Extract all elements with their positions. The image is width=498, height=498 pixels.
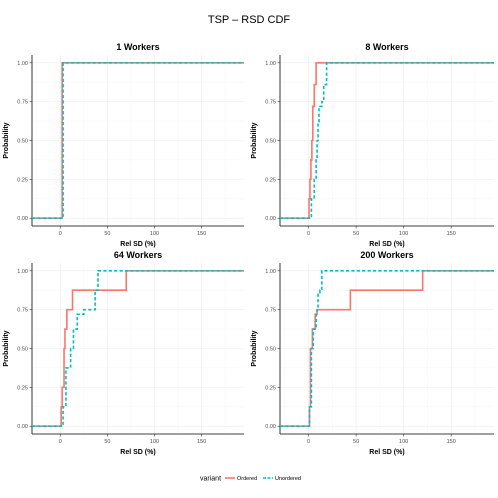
panel-title: 200 Workers: [360, 250, 413, 260]
y-tick-label: 0.50: [17, 347, 28, 353]
x-tick-label: 0: [307, 439, 310, 445]
x-tick-label: 0: [59, 439, 62, 445]
facet-panel: 0 50 100 150 0.00 0.25 0.50 0.75 1.00 1 Workers Re…: [3, 42, 244, 248]
y-tick-label: 1.00: [265, 61, 276, 67]
facet-panels: 0 50 100 150 0.00 0.25 0.50 0.75 1.00 1 Workers Re…: [3, 42, 494, 456]
y-tick-label: 1.00: [265, 269, 276, 275]
series-line-unordered: [280, 61, 494, 220]
legend: variant Ordered Unordered: [200, 476, 301, 483]
y-axis-label: Probability: [251, 330, 258, 366]
series-line-ordered: [32, 269, 244, 428]
x-tick-label: 100: [399, 439, 408, 445]
x-tick-label: 150: [197, 231, 206, 237]
x-tick-label: 150: [447, 439, 456, 445]
y-axis-label: Probability: [251, 122, 258, 158]
y-tick-label: 0.75: [17, 308, 28, 314]
panel-title: 64 Workers: [114, 250, 162, 260]
x-tick-label: 150: [447, 231, 456, 237]
series-line-unordered: [32, 61, 244, 220]
facet-panel: 0 50 100 150 0.00 0.25 0.50 0.75 1.00 8 Workers Re…: [251, 42, 494, 248]
x-tick-label: 100: [399, 231, 408, 237]
y-tick-label: 0.25: [17, 177, 28, 183]
panel-title: 8 Workers: [365, 42, 408, 52]
x-axis-label: Rel SD (%): [120, 449, 155, 456]
y-tick-label: 0.75: [265, 100, 276, 106]
y-tick-label: 0.75: [17, 100, 28, 106]
y-tick-label: 0.25: [17, 385, 28, 391]
x-axis-label: Rel SD (%): [369, 241, 404, 248]
y-tick-label: 0.00: [17, 424, 28, 430]
y-tick-label: 0.00: [265, 216, 276, 222]
x-tick-label: 50: [353, 231, 359, 237]
x-tick-label: 50: [104, 439, 110, 445]
x-tick-label: 100: [150, 231, 159, 237]
x-tick-label: 50: [353, 439, 359, 445]
legend-label: Unordered: [275, 476, 301, 482]
series-line-unordered: [280, 269, 494, 428]
y-tick-label: 0.50: [265, 139, 276, 145]
y-axis-label: Probability: [3, 122, 10, 158]
x-tick-label: 50: [104, 231, 110, 237]
series-line-unordered: [32, 269, 244, 428]
y-tick-label: 0.50: [265, 347, 276, 353]
y-tick-label: 0.25: [265, 177, 276, 183]
figure-title: TSP – RSD CDF: [208, 14, 291, 26]
y-tick-label: 0.00: [17, 216, 28, 222]
y-axis-label: Probability: [3, 330, 10, 366]
x-tick-label: 0: [307, 231, 310, 237]
x-axis-label: Rel SD (%): [369, 449, 404, 456]
legend-label: Ordered: [237, 476, 257, 482]
facet-panel: 0 50 100 150 0.00 0.25 0.50 0.75 1.00 64 Workers R…: [3, 250, 244, 456]
x-tick-label: 100: [150, 439, 159, 445]
y-tick-label: 0.50: [17, 139, 28, 145]
y-tick-label: 0.75: [265, 308, 276, 314]
legend-title: variant: [200, 476, 221, 483]
x-tick-label: 0: [59, 231, 62, 237]
y-tick-label: 1.00: [17, 269, 28, 275]
series-line-ordered: [280, 61, 494, 220]
y-tick-label: 1.00: [17, 61, 28, 67]
y-tick-label: 0.25: [265, 385, 276, 391]
x-tick-label: 150: [197, 439, 206, 445]
y-tick-label: 0.00: [265, 424, 276, 430]
facet-panel: 0 50 100 150 0.00 0.25 0.50 0.75 1.00 200 Workers…: [251, 250, 494, 456]
x-axis-label: Rel SD (%): [120, 241, 155, 248]
panel-title: 1 Workers: [116, 42, 159, 52]
